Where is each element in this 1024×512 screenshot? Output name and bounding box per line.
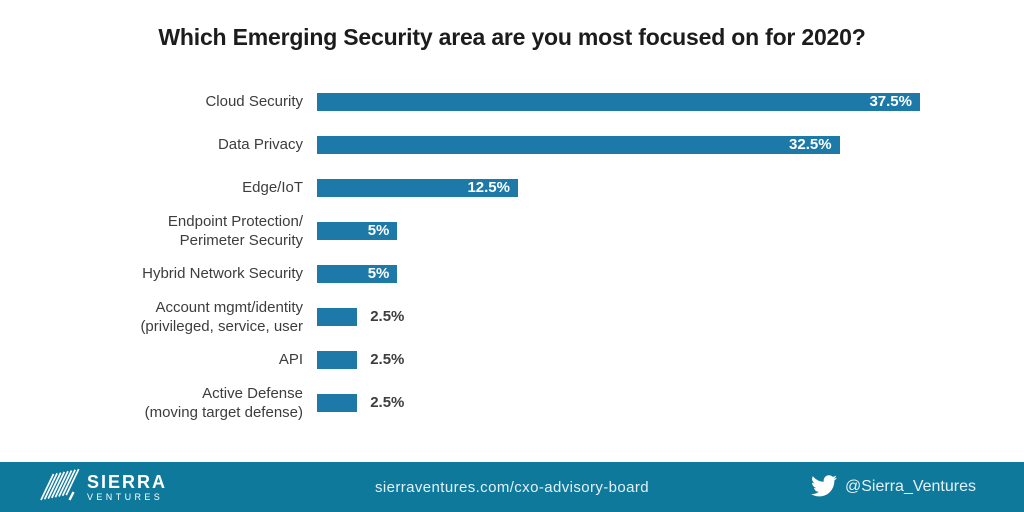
bar-area: 2.5% xyxy=(317,307,1024,326)
category-label-line: Endpoint Protection/ xyxy=(167,212,303,230)
bar-row: Edge/IoT 12.5% xyxy=(0,166,1024,209)
bar-data-privacy: 32.5% xyxy=(317,135,840,154)
category-label-line: Hybrid Network Security xyxy=(142,265,303,282)
bar-row: Account mgmt/identity (privileged, servi… xyxy=(0,295,1024,338)
logo-text: SIERRA VENTURES xyxy=(87,473,167,502)
twitter-bird-icon xyxy=(811,472,838,503)
category-label-line: API xyxy=(278,351,303,368)
chart-title: Which Emerging Security area are you mos… xyxy=(158,24,866,50)
category-label: Cloud Security xyxy=(0,92,317,111)
bar-area: 37.5% xyxy=(317,92,1024,111)
value-label: 2.5% xyxy=(370,394,405,411)
category-label-line: Data Privacy xyxy=(217,136,303,153)
value-label: 12.5% xyxy=(467,179,510,196)
category-label: Edge/IoT xyxy=(0,178,317,197)
value-label: 2.5% xyxy=(370,308,405,325)
sierra-logo-mark-icon xyxy=(40,468,80,507)
value-label: 37.5% xyxy=(869,93,912,110)
bar-edge-iot: 12.5% xyxy=(317,178,518,197)
bar-area: 5% xyxy=(317,221,1024,240)
value-label: 2.5% xyxy=(370,351,405,368)
bar-row: API 2.5% xyxy=(0,338,1024,381)
bar-row: Active Defense (moving target defense) 2… xyxy=(0,381,1024,424)
bar-chart: Cloud Security 37.5% Data Privacy 32.5% … xyxy=(0,80,1024,424)
bar-row: Hybrid Network Security 5% xyxy=(0,252,1024,295)
bar-cloud-security: 37.5% xyxy=(317,92,920,111)
category-label: Endpoint Protection/ Perimeter Security xyxy=(0,212,317,250)
category-label: Active Defense (moving target defense) xyxy=(0,384,317,422)
value-label: 32.5% xyxy=(789,136,832,153)
twitter-attribution: @Sierra_Ventures xyxy=(811,472,976,503)
bar-endpoint-protection: 5% xyxy=(317,221,398,240)
bar-row: Cloud Security 37.5% xyxy=(0,80,1024,123)
bar-area: 32.5% xyxy=(317,135,1024,154)
bar-row: Data Privacy 32.5% xyxy=(0,123,1024,166)
value-label: 5% xyxy=(367,265,390,282)
value-label: 5% xyxy=(367,222,390,239)
category-label-line: Edge/IoT xyxy=(242,179,303,196)
category-label-line: Cloud Security xyxy=(205,93,303,110)
bar-area: 2.5% xyxy=(317,393,1024,412)
category-label-line: Active Defense xyxy=(202,384,303,402)
bar-api xyxy=(317,350,358,369)
category-label: Data Privacy xyxy=(0,135,317,154)
category-label-line: (moving target defense) xyxy=(144,403,303,421)
bar-account-mgmt-identity xyxy=(317,307,358,326)
category-label: Account mgmt/identity (privileged, servi… xyxy=(0,298,317,336)
logo-text-secondary: VENTURES xyxy=(87,491,164,502)
logo-text-primary: SIERRA xyxy=(87,471,168,492)
bar-hybrid-network-security: 5% xyxy=(317,264,398,283)
footer-url: sierraventures.com/cxo-advisory-board xyxy=(374,478,650,496)
bar-area: 5% xyxy=(317,264,1024,283)
bar-active-defense xyxy=(317,393,358,412)
category-label: Hybrid Network Security xyxy=(0,264,317,283)
footer-bar: SIERRA VENTURES sierraventures.com/cxo-a… xyxy=(0,462,1024,512)
twitter-handle: @Sierra_Ventures xyxy=(845,478,976,495)
bar-row: Endpoint Protection/ Perimeter Security … xyxy=(0,209,1024,252)
category-label-line: Perimeter Security xyxy=(179,231,303,249)
bar-area: 12.5% xyxy=(317,178,1024,197)
category-label: API xyxy=(0,350,317,369)
category-label-line: Account mgmt/identity xyxy=(155,298,303,316)
bar-area: 2.5% xyxy=(317,350,1024,369)
sierra-ventures-logo: SIERRA VENTURES xyxy=(40,468,167,507)
category-label-line: (privileged, service, user xyxy=(140,317,303,335)
